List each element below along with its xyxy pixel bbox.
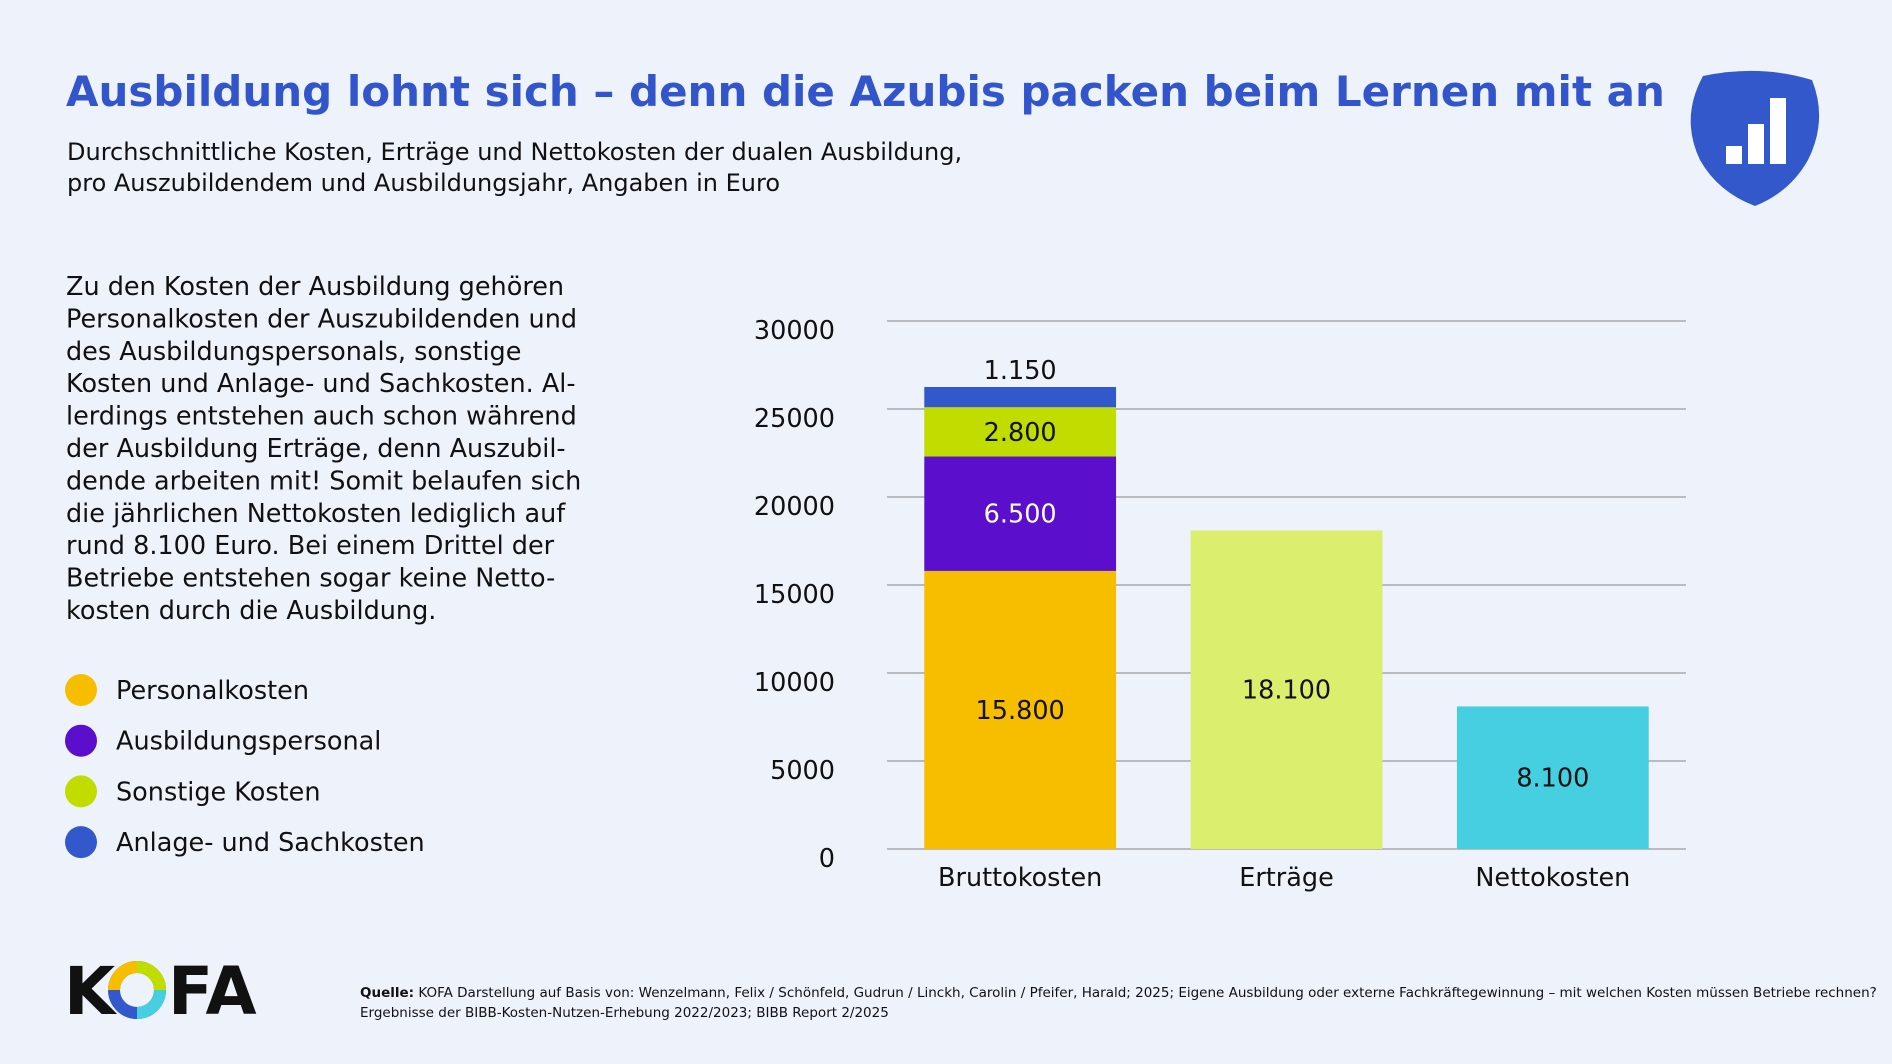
subtitle: Durchschnittliche Kosten, Erträge und Ne… [67, 138, 962, 166]
bar-segment [924, 407, 1117, 457]
legend-swatch [65, 775, 97, 808]
title: Ausbildung lohnt sich – denn die Azubis … [66, 67, 1665, 116]
x-tick-label: Nettokosten [1475, 863, 1630, 893]
bar-segment [924, 387, 1117, 408]
description-line: Zu den Kosten der Ausbildung gehören [66, 272, 564, 302]
plot: 0 5000 10000 15000 20000 25000 30000 Bruttokost… [754, 316, 1686, 893]
bar-segment [924, 456, 1117, 571]
description-line: Personalkosten der Auszubildenden und [66, 304, 577, 334]
corner-logo [1690, 70, 1820, 206]
y-tick-label: 25000 [754, 404, 835, 434]
description: Zu den Kosten der Ausbildung gehörenPers… [66, 272, 581, 626]
y-tick-label: 0 [819, 844, 835, 874]
source: Quelle: KOFA Darstellung auf Basis von: … [360, 985, 1877, 1001]
y-tick-label: 20000 [754, 492, 835, 522]
y-tick-label: 15000 [754, 580, 835, 610]
legend-label: Anlage- und Sachkosten [116, 828, 425, 858]
description-line: Kosten und Anlage- und Sachkosten. Al- [66, 369, 576, 399]
legend-label: Sonstige Kosten [116, 777, 321, 807]
source-label: Quelle: [360, 985, 414, 1001]
legend-swatch [65, 674, 97, 706]
value-label: 18.100 [1242, 676, 1331, 706]
bar [1456, 706, 1649, 849]
logo-bar [1726, 146, 1742, 164]
description-line: des Ausbildungspersonals, sonstige [66, 337, 521, 367]
value-label: 15.800 [976, 696, 1065, 726]
source-text: Ergebnisse der BIBB-Kosten-Nutzen-Erhebu… [360, 1005, 889, 1021]
value-label: 1.150 [984, 356, 1057, 386]
source-text: KOFA Darstellung auf Basis von: Wenzelma… [418, 985, 1876, 1001]
value-label: 2.800 [984, 418, 1057, 448]
legend-label: Personalkosten [116, 676, 309, 706]
bar [1190, 530, 1383, 849]
x-tick-label: Erträge [1239, 863, 1334, 893]
y-tick-label: 5000 [770, 756, 835, 786]
value-label: 8.100 [1516, 764, 1589, 794]
description-line: dende arbeiten mit! Somit belaufen sich [66, 466, 581, 496]
description-line: rund 8.100 Euro. Bei einem Drittel der [66, 531, 555, 561]
logo-bar [1770, 98, 1786, 164]
legend: Personalkosten Ausbildungspersonal Sonstig… [65, 674, 425, 859]
logo-ring [136, 989, 166, 1019]
description-line: kosten durch die Ausbildung. [66, 596, 436, 626]
x-tick-label: Bruttokosten [938, 863, 1102, 893]
value-label: 6.500 [984, 500, 1057, 530]
description-line: der Ausbildung Erträge, denn Auszubil- [66, 434, 566, 464]
logo-bar [1748, 124, 1764, 164]
logo-ring [108, 961, 138, 991]
logo-ring [136, 961, 166, 991]
y-tick-label: 10000 [754, 668, 835, 698]
legend-label: Ausbildungspersonal [116, 727, 381, 757]
legend-swatch [65, 826, 97, 859]
subtitle: pro Auszubildendem und Ausbildungsjahr, … [67, 169, 780, 197]
kofa-logo: K FA [64, 953, 257, 1030]
logo-text: FA [168, 953, 257, 1030]
description-line: Betriebe entstehen sogar keine Netto- [66, 564, 555, 594]
legend-swatch [65, 724, 97, 757]
y-tick-label: 30000 [754, 316, 835, 346]
bar-segment [924, 570, 1117, 849]
description-line: die jährlichen Nettokosten lediglich auf [66, 499, 566, 529]
description-line: lerdings entstehen auch schon während [66, 402, 577, 432]
